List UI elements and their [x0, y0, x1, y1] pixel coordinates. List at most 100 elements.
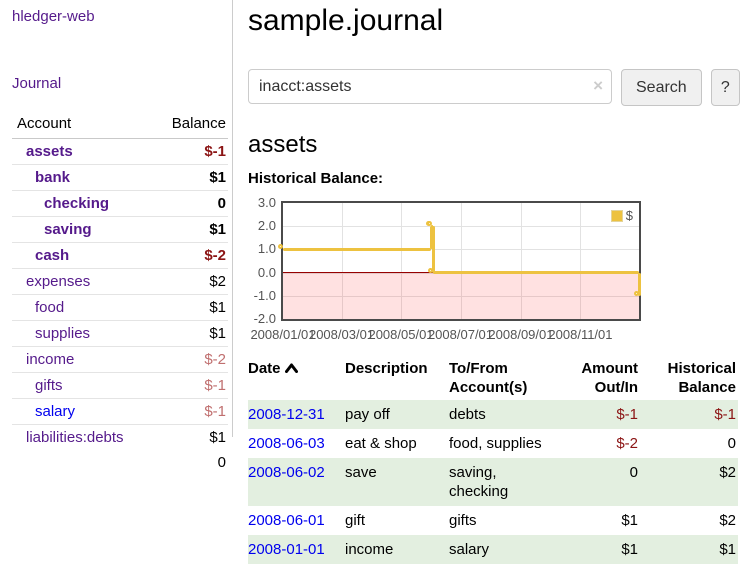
account-row: liabilities:debts $1 — [12, 424, 228, 450]
account-row: bank $1 — [12, 164, 228, 191]
grid-line-horizontal — [283, 226, 639, 228]
account-link[interactable]: supplies — [35, 325, 91, 342]
account-link[interactable]: income — [26, 351, 75, 368]
register-header-amount[interactable]: Amount Out/In — [581, 360, 638, 396]
main-content: sample.journal × Search ? assets Histori… — [248, 0, 740, 564]
transaction-description: pay off — [345, 406, 390, 423]
account-row: salary $-1 — [12, 398, 228, 425]
brand-link[interactable]: hledger-web — [12, 8, 95, 25]
page-title: sample.journal — [248, 4, 444, 37]
account-balance: $2 — [152, 268, 228, 295]
account-balance: $1 — [152, 294, 228, 321]
legend-swatch-icon — [610, 209, 623, 222]
account-link[interactable]: cash — [35, 247, 70, 264]
transaction-date-link[interactable]: 2008-06-02 — [248, 464, 325, 481]
legend-label: $ — [625, 208, 633, 223]
transaction-row: 2008-06-01 gift gifts $1 $2 — [248, 506, 738, 535]
x-axis-tick-label: 2008/11/01 — [548, 327, 613, 342]
account-link[interactable]: liabilities:debts — [26, 429, 124, 446]
series-segment-vertical — [429, 226, 433, 250]
transaction-balance: $2 — [719, 464, 736, 481]
transaction-date-link[interactable]: 2008-06-01 — [248, 512, 325, 529]
sidebar: hledger-web Journal Account Balance asse… — [0, 0, 233, 471]
transaction-description: eat & shop — [345, 435, 417, 452]
account-balance: 0 — [152, 190, 228, 217]
account-link[interactable]: food — [35, 299, 65, 316]
account-link[interactable]: saving — [44, 221, 92, 238]
account-link[interactable]: checking — [44, 195, 110, 212]
sidebar-item-journal[interactable]: Journal — [12, 75, 62, 92]
data-point-marker — [634, 290, 639, 296]
transaction-amount: 0 — [629, 464, 638, 481]
register-header-description[interactable]: Description — [345, 360, 428, 377]
account-row: food $1 — [12, 294, 228, 321]
register-header-accounts[interactable]: To/From Account(s) — [449, 360, 528, 396]
transaction-balance: $-1 — [714, 406, 736, 423]
sort-asc-icon — [284, 359, 298, 378]
account-link[interactable]: salary — [35, 403, 76, 420]
account-row: cash $-2 — [12, 242, 228, 269]
transaction-date-link[interactable]: 2008-01-01 — [248, 541, 325, 558]
account-balance: $-2 — [152, 242, 228, 269]
accounts-header-balance: Balance — [152, 111, 228, 139]
transaction-amount: $1 — [621, 512, 638, 529]
account-link[interactable]: expenses — [26, 273, 91, 290]
x-axis-tick-label: 2008/09/01 — [488, 327, 554, 342]
account-row: supplies $1 — [12, 320, 228, 347]
search-form: × Search ? — [248, 69, 740, 106]
date-header-label: Date — [248, 360, 281, 377]
transaction-amount: $-1 — [616, 406, 638, 423]
grid-line-vertical — [460, 203, 462, 319]
register-header-balance[interactable]: Historical Balance — [667, 360, 736, 396]
chart-legend: $ — [608, 207, 635, 224]
transaction-amount: $-2 — [616, 435, 638, 452]
help-button[interactable]: ? — [710, 69, 740, 106]
register-header-row: Date Description To/From Account(s) Amou… — [248, 356, 738, 400]
search-input[interactable] — [248, 69, 612, 104]
grid-line-vertical — [401, 203, 403, 319]
account-balance: $-2 — [152, 346, 228, 373]
y-axis-tick-label: -2.0 — [253, 311, 276, 326]
account-link[interactable]: gifts — [35, 377, 63, 394]
account-balance: $-1 — [152, 398, 228, 425]
transaction-row: 2008-12-31 pay off debts $-1 $-1 — [248, 400, 738, 429]
accounts-total-row: 0 — [12, 450, 228, 475]
account-row: saving $1 — [12, 216, 228, 243]
chart-plot-area[interactable]: $ — [278, 201, 641, 321]
x-axis-tick-label: 2008/01/01 — [250, 327, 316, 342]
account-row: gifts $-1 — [12, 372, 228, 399]
y-axis-tick-label: -1.0 — [253, 287, 276, 303]
account-row: income $-2 — [12, 346, 228, 373]
search-field-wrap: × — [248, 69, 612, 106]
x-axis-tick-label: 2008/05/01 — [368, 327, 434, 342]
grid-line-horizontal — [283, 295, 639, 297]
transaction-date-link[interactable]: 2008-06-03 — [248, 435, 325, 452]
search-button[interactable]: Search — [621, 69, 702, 106]
data-point-marker — [278, 244, 283, 250]
y-axis-tick-label: 3.0 — [257, 195, 276, 210]
accounts-table: Account Balance assets $-1 bank $1 checking 0… — [12, 111, 228, 475]
data-point-marker — [428, 267, 434, 273]
grid-line-vertical — [580, 203, 582, 319]
transaction-date-link[interactable]: 2008-12-31 — [248, 406, 325, 423]
series-segment-horizontal — [283, 247, 432, 251]
account-link[interactable]: bank — [35, 169, 71, 186]
register-header-date[interactable]: Date — [248, 356, 345, 400]
account-link[interactable]: assets — [26, 143, 73, 160]
chart-title: Historical Balance: — [248, 170, 384, 187]
accounts-total-balance: 0 — [217, 454, 226, 471]
transaction-accounts: food, supplies — [449, 435, 542, 452]
transaction-balance: $1 — [719, 541, 736, 558]
register-table: Date Description To/From Account(s) Amou… — [248, 356, 738, 564]
account-row: checking 0 — [12, 190, 228, 217]
transaction-row: 2008-06-02 save saving, checking 0 $2 — [248, 458, 738, 506]
transaction-description: gift — [345, 512, 366, 529]
transaction-row: 2008-01-01 income salary $1 $1 — [248, 535, 738, 564]
clear-search-icon[interactable]: × — [593, 76, 603, 95]
transaction-accounts: saving, checking — [449, 464, 509, 500]
transaction-description: save — [345, 464, 377, 481]
account-balance: $1 — [152, 320, 228, 347]
account-balance: $1 — [152, 424, 228, 450]
data-point-marker — [427, 221, 433, 227]
